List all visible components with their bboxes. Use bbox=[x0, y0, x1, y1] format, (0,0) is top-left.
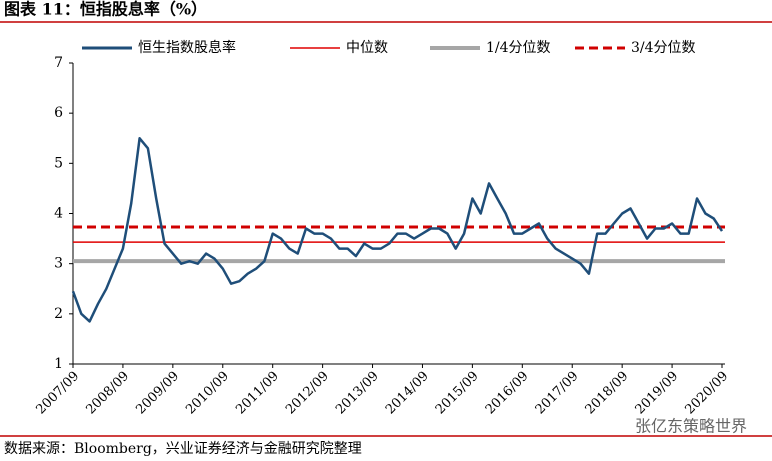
y-tick-label: 4 bbox=[54, 206, 63, 222]
y-tick-label: 5 bbox=[54, 155, 63, 171]
x-tick-label: 2008/09 bbox=[83, 369, 132, 418]
x-tick-label: 2017/09 bbox=[533, 369, 582, 418]
series-line bbox=[71, 137, 724, 323]
legend-label: 中位数 bbox=[346, 40, 388, 56]
x-tick-label: 2018/09 bbox=[583, 369, 632, 418]
x-tick-label: 2014/09 bbox=[383, 369, 432, 418]
x-tick-label: 2013/09 bbox=[333, 369, 382, 418]
legend-label: 恒生指数股息率 bbox=[138, 39, 236, 56]
x-tick-label: 2007/09 bbox=[34, 369, 83, 418]
y-tick-label: 1 bbox=[54, 356, 63, 372]
x-tick-label: 2009/09 bbox=[133, 369, 182, 418]
chart-title: 图表 11：恒指股息率（%） bbox=[4, 0, 207, 19]
legend-label: 1/4分位数 bbox=[486, 40, 551, 56]
y-tick-label: 6 bbox=[54, 105, 63, 121]
watermark: 张亿东策略世界 bbox=[635, 417, 747, 436]
x-tick-label: 2015/09 bbox=[433, 369, 482, 418]
y-tick-label: 3 bbox=[54, 256, 63, 272]
x-tick-label: 2019/09 bbox=[633, 369, 682, 418]
y-tick-label: 2 bbox=[54, 306, 63, 322]
y-tick-label: 7 bbox=[54, 55, 63, 71]
x-tick-label: 2012/09 bbox=[283, 369, 332, 418]
x-tick-label: 2020/09 bbox=[683, 369, 732, 418]
x-tick-label: 2010/09 bbox=[183, 369, 232, 418]
x-tick-label: 2011/09 bbox=[233, 369, 282, 418]
legend-label: 3/4分位数 bbox=[631, 40, 696, 56]
source: 数据来源：Bloomberg，兴业证券经济与金融研究院整理 bbox=[4, 441, 362, 457]
x-tick-label: 2016/09 bbox=[483, 369, 532, 418]
